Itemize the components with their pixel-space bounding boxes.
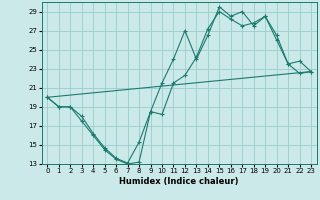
X-axis label: Humidex (Indice chaleur): Humidex (Indice chaleur) xyxy=(119,177,239,186)
